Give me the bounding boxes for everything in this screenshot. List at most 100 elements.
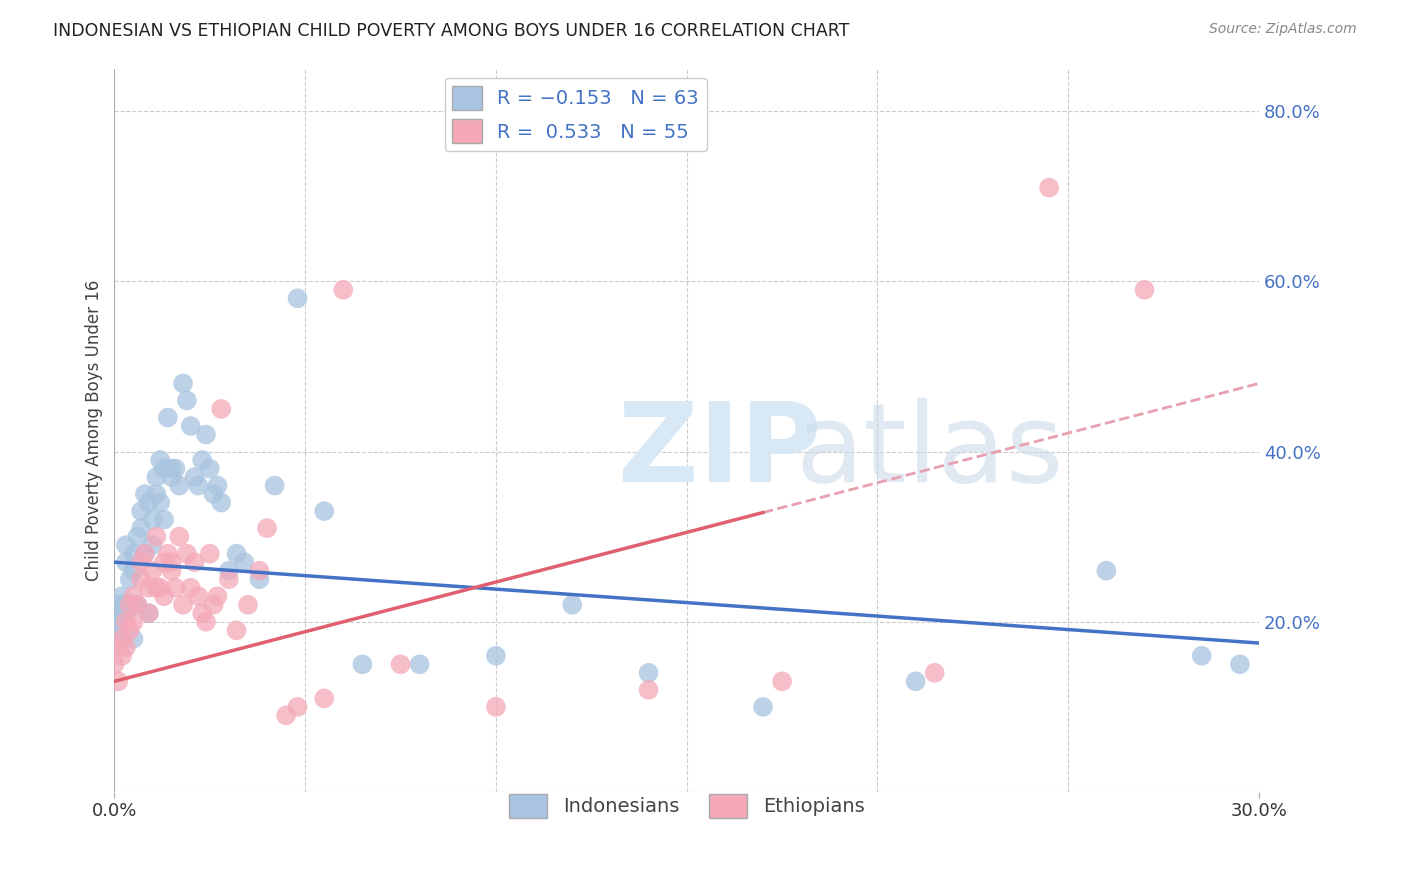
Text: INDONESIAN VS ETHIOPIAN CHILD POVERTY AMONG BOYS UNDER 16 CORRELATION CHART: INDONESIAN VS ETHIOPIAN CHILD POVERTY AM… <box>53 22 849 40</box>
Point <box>115 607 138 621</box>
Text: Source: ZipAtlas.com: Source: ZipAtlas.com <box>1209 22 1357 37</box>
Point <box>247 564 270 578</box>
Point <box>198 547 221 561</box>
Point <box>314 691 336 706</box>
Point <box>274 708 297 723</box>
Point <box>191 453 214 467</box>
Point <box>122 547 145 561</box>
Point <box>153 461 176 475</box>
Point <box>485 648 508 663</box>
Point <box>1038 180 1060 194</box>
Point <box>145 581 167 595</box>
Point <box>194 427 217 442</box>
Point <box>149 453 172 467</box>
Point <box>1191 648 1213 663</box>
Point <box>209 401 232 416</box>
Point <box>153 589 176 603</box>
Point <box>115 538 138 552</box>
Point <box>103 615 125 629</box>
Point <box>111 648 134 663</box>
Point <box>352 657 374 672</box>
Point <box>145 530 167 544</box>
Point <box>107 624 129 638</box>
Point <box>118 624 141 638</box>
Point <box>256 521 278 535</box>
Point <box>169 478 191 492</box>
Point <box>247 572 270 586</box>
Point <box>142 564 165 578</box>
Point <box>103 657 125 672</box>
Point <box>225 624 247 638</box>
Point <box>207 589 229 603</box>
Point <box>153 513 176 527</box>
Point <box>172 376 194 391</box>
Point <box>134 547 156 561</box>
Point <box>129 572 152 586</box>
Point <box>107 598 129 612</box>
Point <box>176 547 198 561</box>
Point <box>187 589 209 603</box>
Point <box>160 555 183 569</box>
Point <box>202 598 225 612</box>
Point <box>207 478 229 492</box>
Point <box>107 674 129 689</box>
Point <box>138 607 160 621</box>
Point <box>138 495 160 509</box>
Point <box>118 598 141 612</box>
Point <box>233 555 256 569</box>
Point <box>142 513 165 527</box>
Point <box>194 615 217 629</box>
Point <box>1229 657 1251 672</box>
Point <box>637 665 659 680</box>
Point <box>1133 283 1156 297</box>
Point <box>191 607 214 621</box>
Point <box>118 598 141 612</box>
Point <box>637 682 659 697</box>
Point <box>408 657 430 672</box>
Point <box>169 530 191 544</box>
Point <box>122 589 145 603</box>
Point <box>165 461 187 475</box>
Point <box>218 564 240 578</box>
Point <box>198 461 221 475</box>
Point <box>561 598 583 612</box>
Point <box>770 674 793 689</box>
Point <box>904 674 927 689</box>
Point <box>263 478 285 492</box>
Point <box>145 487 167 501</box>
Point <box>314 504 336 518</box>
Point <box>115 615 138 629</box>
Point <box>107 640 129 655</box>
Point <box>122 632 145 646</box>
Point <box>156 547 179 561</box>
Point <box>924 665 946 680</box>
Point <box>134 487 156 501</box>
Point <box>111 598 134 612</box>
Point <box>138 581 160 595</box>
Point <box>1095 564 1118 578</box>
Point <box>129 521 152 535</box>
Point <box>183 555 205 569</box>
Point <box>149 581 172 595</box>
Point <box>389 657 412 672</box>
Point <box>287 699 309 714</box>
Point <box>127 598 149 612</box>
Point <box>160 461 183 475</box>
Point <box>129 555 152 569</box>
Point <box>134 547 156 561</box>
Point <box>122 615 145 629</box>
Point <box>287 291 309 305</box>
Point <box>165 581 187 595</box>
Point <box>485 699 508 714</box>
Point <box>142 538 165 552</box>
Point <box>752 699 775 714</box>
Point <box>172 598 194 612</box>
Point <box>160 564 183 578</box>
Point <box>153 555 176 569</box>
Legend: Indonesians, Ethiopians: Indonesians, Ethiopians <box>501 787 873 826</box>
Point <box>332 283 354 297</box>
Text: ZIP: ZIP <box>619 399 821 506</box>
Point <box>145 470 167 484</box>
Y-axis label: Child Poverty Among Boys Under 16: Child Poverty Among Boys Under 16 <box>86 279 103 581</box>
Point <box>118 572 141 586</box>
